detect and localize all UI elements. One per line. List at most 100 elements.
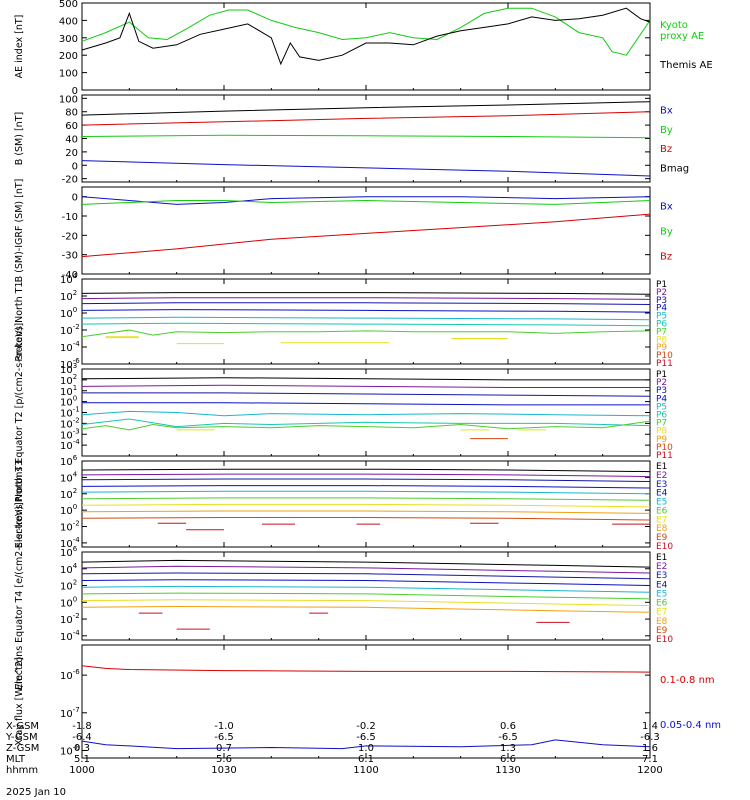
- y-tick-label-ee: 106: [60, 545, 78, 559]
- series-line-en-e7: [81, 503, 651, 508]
- y-axis-label-bdiff: B (SM)-IGRF (SM) [nT]: [14, 179, 25, 283]
- x-axis-value: 1030: [211, 765, 236, 776]
- series-line-en-e8: [81, 510, 651, 514]
- series-line-en-e1: [81, 468, 651, 473]
- y-tick-label-bsm: 60: [65, 121, 78, 132]
- series-line-bdiff-bz: [81, 213, 651, 258]
- x-axis-value: -6.3: [640, 732, 660, 743]
- series-line-pn-p2: [81, 297, 651, 300]
- legend-label-pe: P9: [656, 435, 667, 445]
- series-line-ee-e4: [81, 579, 651, 586]
- legend-label-pe: P11: [656, 451, 673, 461]
- y-tick-label-bsm: 80: [65, 108, 78, 119]
- y-axis-label-ae: AE index [nT]: [14, 15, 25, 79]
- y-tick-label-pn: 104: [60, 272, 78, 286]
- y-tick-label-ae: 500: [59, 0, 78, 10]
- series-line-ee-e8: [81, 605, 651, 613]
- series-line-ae-kyoto-proxy-ae: [81, 7, 651, 56]
- x-axis-value: 1.4: [642, 721, 658, 732]
- y-tick-label-bsm: 20: [65, 148, 78, 159]
- legend-label-en: E6: [656, 506, 668, 516]
- legend-label-pe: P10: [656, 443, 673, 453]
- legend-label-en: E10: [656, 542, 673, 552]
- y-tick-label-bdiff: -40: [62, 270, 78, 281]
- y-axis-label-pn: Protons North T1: [14, 281, 25, 361]
- y-tick-label-en: 10-2: [60, 520, 80, 534]
- legend-label-pe: P3: [656, 386, 667, 396]
- y-tick-label-bdiff: -20: [62, 231, 78, 242]
- series-line-pn-p4: [81, 309, 651, 313]
- x-axis-row-label: X-GSM: [6, 721, 39, 732]
- legend-label-en: E4: [656, 489, 668, 499]
- series-line-pn-p1: [81, 292, 651, 295]
- legend-label-en: E9: [656, 533, 668, 543]
- legend-label-xray: 0.1-0.8 nm: [660, 675, 715, 686]
- legend-label-pn: P1: [656, 280, 667, 290]
- x-axis-date: 2025 Jan 10: [6, 787, 66, 798]
- x-axis-value: 0.7: [216, 743, 232, 754]
- x-axis-value: -6.5: [214, 732, 234, 743]
- legend-label-bdiff: Bz: [660, 251, 672, 262]
- y-tick-label-ae: 300: [59, 34, 78, 45]
- x-axis-value: -6.5: [356, 732, 376, 743]
- series-line-pe-p1: [81, 377, 650, 381]
- y-tick-label-en: 104: [60, 470, 78, 484]
- x-axis-value: -1.0: [214, 721, 234, 732]
- y-tick-label-bsm: 100: [59, 94, 78, 105]
- legend-label-pn: P8: [656, 335, 667, 345]
- legend-label-ee: E9: [656, 626, 668, 636]
- legend-label-en: E8: [656, 524, 668, 534]
- x-axis-value: 1.6: [642, 743, 658, 754]
- y-tick-label-ee: 100: [60, 595, 77, 609]
- legend-label-bsm: By: [660, 125, 673, 136]
- series-line-pn-p5: [81, 316, 651, 321]
- series-line-pn-p7: [81, 329, 651, 338]
- y-tick-label-pn: 10-4: [60, 340, 80, 354]
- x-axis-value: 7.1: [642, 754, 658, 765]
- series-line-pe-p2: [81, 384, 650, 388]
- series-line-ee-e3: [81, 572, 651, 580]
- x-axis-value: 0.3: [74, 743, 90, 754]
- y-tick-label-bsm: -20: [62, 175, 78, 186]
- legend-label-ee: E3: [656, 571, 667, 581]
- y-tick-label-bdiff: -10: [62, 212, 78, 223]
- legend-label-pn: P11: [656, 359, 673, 369]
- series-line-pn-p3: [81, 302, 651, 305]
- series-line-xray-0-05-0-4-nm: [81, 739, 651, 750]
- y-tick-label-en: 106: [60, 454, 78, 468]
- legend-label-en: E2: [656, 471, 667, 481]
- x-axis-value: -6.4: [72, 732, 92, 743]
- x-axis-value: 1.0: [358, 743, 374, 754]
- series-line-ee-e2: [81, 565, 651, 574]
- series-line-xray-0-1-0-8-nm: [81, 665, 651, 673]
- legend-label-en: E7: [656, 515, 667, 525]
- legend-label-en: E5: [656, 498, 667, 508]
- legend-label-pn: P7: [656, 327, 667, 337]
- legend-label-bsm: Bz: [660, 144, 672, 155]
- legend-label-ee: E8: [656, 617, 668, 627]
- y-tick-label-xray: 10-7: [60, 706, 80, 720]
- y-tick-label-pn: 10-2: [60, 323, 80, 337]
- legend-label-ee: E2: [656, 562, 667, 572]
- x-axis-value: 6.6: [500, 754, 516, 765]
- y-tick-label-en: 100: [60, 503, 77, 517]
- y-axis-label-ee: Electrons Equator T4 [e/(cm2-s-sr-keV)]: [14, 502, 25, 690]
- legend-label-ee: E5: [656, 589, 667, 599]
- series-line-ee-e7: [81, 599, 651, 607]
- legend-label-ee: E1: [656, 553, 667, 563]
- x-axis-row-label: Z-GSM: [6, 743, 39, 754]
- x-axis-value: 5.1: [74, 754, 90, 765]
- legend-label-pe: P2: [656, 378, 667, 388]
- y-axis-label-en: Electrons North T3: [14, 460, 25, 548]
- legend-label-ae: Kyoto: [660, 20, 688, 31]
- legend-label-pn: P4: [656, 304, 667, 314]
- legend-label-bsm: Bmag: [660, 164, 689, 175]
- legend-label-xray: 0.05-0.4 nm: [660, 720, 721, 731]
- x-axis-value: 1000: [69, 765, 94, 776]
- legend-label-bsm: Bx: [660, 106, 673, 117]
- y-tick-label-bdiff: -30: [62, 251, 78, 262]
- x-axis-value: -1.8: [72, 721, 92, 732]
- x-axis-value: 1100: [353, 765, 378, 776]
- legend-label-pn: P3: [656, 296, 667, 306]
- y-tick-label-ee: 102: [60, 579, 77, 593]
